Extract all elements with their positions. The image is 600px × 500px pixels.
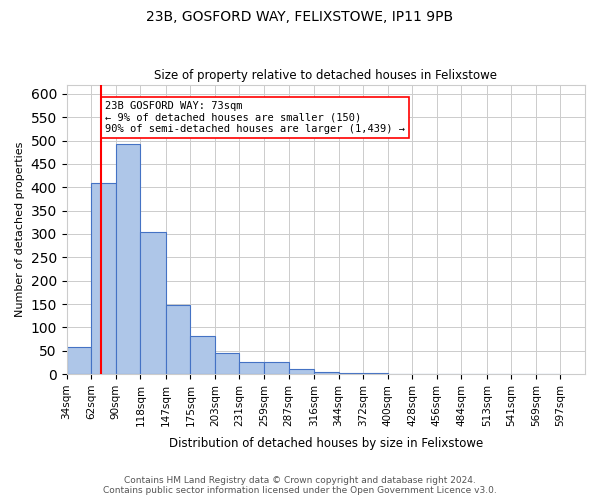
- Bar: [289, 370, 314, 374]
- Bar: [91, 182, 116, 374]
- Bar: [215, 353, 239, 374]
- Bar: [338, 372, 363, 374]
- Text: Contains HM Land Registry data © Crown copyright and database right 2024.
Contai: Contains HM Land Registry data © Crown c…: [103, 476, 497, 495]
- Bar: [363, 373, 388, 374]
- Bar: [239, 362, 264, 374]
- Bar: [166, 305, 190, 374]
- Y-axis label: Number of detached properties: Number of detached properties: [15, 142, 25, 317]
- Bar: [140, 232, 166, 374]
- Bar: [314, 372, 338, 374]
- Text: 23B, GOSFORD WAY, FELIXSTOWE, IP11 9PB: 23B, GOSFORD WAY, FELIXSTOWE, IP11 9PB: [146, 10, 454, 24]
- Bar: [67, 348, 91, 374]
- X-axis label: Distribution of detached houses by size in Felixstowe: Distribution of detached houses by size …: [169, 437, 483, 450]
- Bar: [116, 144, 140, 374]
- Title: Size of property relative to detached houses in Felixstowe: Size of property relative to detached ho…: [154, 69, 497, 82]
- Text: 23B GOSFORD WAY: 73sqm
← 9% of detached houses are smaller (150)
90% of semi-det: 23B GOSFORD WAY: 73sqm ← 9% of detached …: [105, 101, 405, 134]
- Bar: [190, 336, 215, 374]
- Bar: [264, 362, 289, 374]
